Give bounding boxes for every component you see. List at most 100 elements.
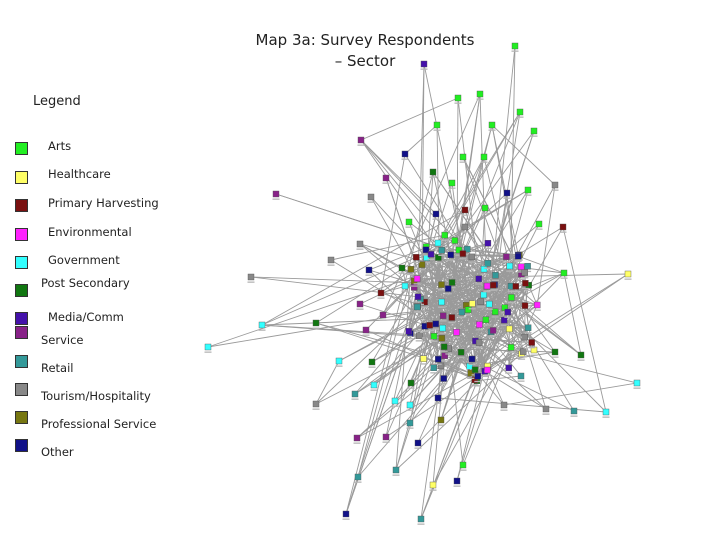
node-label-mark bbox=[379, 319, 387, 321]
network-node bbox=[530, 127, 538, 135]
network-node bbox=[480, 153, 488, 161]
node-label-mark bbox=[421, 306, 429, 308]
node-label-mark bbox=[551, 189, 559, 191]
network-node bbox=[514, 252, 522, 260]
legend-label-post-secondary: Post Secondary bbox=[41, 276, 130, 290]
network-node bbox=[464, 245, 471, 253]
node-label-mark bbox=[357, 144, 365, 146]
network-edge bbox=[562, 226, 607, 413]
network-node bbox=[559, 223, 567, 231]
node-label-mark bbox=[382, 182, 390, 184]
node-label-mark bbox=[353, 442, 361, 444]
network-node bbox=[439, 312, 447, 319]
network-node bbox=[551, 181, 559, 189]
network-node bbox=[461, 223, 469, 231]
legend-swatch-healthcare bbox=[15, 171, 28, 184]
network-edge bbox=[360, 97, 459, 141]
network-node bbox=[434, 239, 442, 247]
legend-label-environmental: Environmental bbox=[48, 225, 132, 239]
node-label-mark bbox=[370, 389, 378, 391]
network-node bbox=[427, 251, 435, 258]
node-label-mark bbox=[430, 372, 438, 374]
network-edge bbox=[410, 333, 532, 343]
node-label-mark bbox=[504, 316, 512, 318]
node-label-mark bbox=[503, 197, 511, 199]
network-node bbox=[407, 266, 415, 273]
network-edge bbox=[476, 375, 522, 382]
network-node bbox=[420, 60, 428, 68]
node-label-mark bbox=[406, 338, 414, 340]
node-label-mark bbox=[413, 283, 421, 285]
network-edge bbox=[424, 254, 452, 327]
network-node bbox=[521, 269, 528, 276]
node-label-mark bbox=[407, 387, 415, 389]
node-label-mark bbox=[524, 332, 532, 334]
network-edge bbox=[437, 358, 478, 382]
network-node bbox=[368, 358, 376, 366]
node-label-mark bbox=[432, 328, 440, 330]
network-node bbox=[342, 510, 350, 518]
legend-label-media-comm: Media/Comm bbox=[48, 310, 124, 324]
network-node bbox=[416, 332, 423, 339]
network-node bbox=[401, 282, 409, 290]
network-node bbox=[354, 473, 362, 481]
network-node bbox=[484, 239, 492, 247]
network-edge bbox=[441, 248, 468, 251]
network-node bbox=[439, 324, 446, 332]
legend-label-healthcare: Healthcare bbox=[48, 167, 111, 181]
node-label-mark bbox=[444, 293, 452, 295]
network-edge bbox=[360, 139, 487, 320]
network-edge bbox=[503, 382, 638, 406]
node-label-mark bbox=[475, 347, 483, 349]
network-node bbox=[488, 121, 496, 129]
node-label-mark bbox=[483, 374, 491, 376]
network-node bbox=[481, 204, 489, 212]
node-label-mark bbox=[429, 176, 437, 178]
network-node bbox=[258, 321, 266, 329]
network-edge bbox=[408, 257, 417, 332]
network-node bbox=[491, 308, 499, 315]
legend-label-arts: Arts bbox=[48, 139, 72, 153]
network-node bbox=[512, 283, 519, 290]
node-label-mark bbox=[451, 245, 459, 247]
node-label-mark bbox=[521, 341, 529, 343]
network-node bbox=[477, 298, 484, 305]
node-label-mark bbox=[507, 351, 515, 354]
network-edge bbox=[488, 111, 521, 305]
network-node bbox=[413, 254, 420, 261]
node-label-mark bbox=[473, 385, 481, 387]
node-label-mark bbox=[258, 329, 266, 331]
node-label-mark bbox=[517, 380, 525, 382]
network-edge bbox=[474, 265, 511, 342]
node-label-mark bbox=[426, 329, 434, 332]
network-edge bbox=[429, 257, 439, 326]
network-node bbox=[453, 477, 461, 485]
network-node bbox=[365, 266, 373, 274]
node-label-mark bbox=[421, 330, 429, 332]
network-edge bbox=[416, 63, 425, 308]
network-edge bbox=[462, 347, 512, 466]
node-label-mark bbox=[414, 447, 422, 449]
node-label-mark bbox=[327, 264, 335, 266]
network-node bbox=[517, 263, 525, 270]
network-node bbox=[624, 270, 632, 278]
network-node bbox=[441, 343, 448, 350]
network-edge bbox=[410, 268, 510, 369]
node-label-mark bbox=[445, 353, 453, 355]
node-label-mark bbox=[505, 372, 513, 374]
node-label-mark bbox=[525, 289, 533, 291]
node-label-mark bbox=[401, 158, 409, 160]
node-label-mark bbox=[482, 324, 490, 326]
network-node bbox=[272, 190, 280, 198]
node-label-mark bbox=[448, 187, 456, 189]
network-node bbox=[480, 265, 488, 273]
network-node bbox=[312, 400, 320, 408]
network-edge bbox=[469, 327, 529, 367]
network-edge bbox=[429, 284, 442, 326]
node-label-mark bbox=[560, 277, 568, 279]
network-node bbox=[506, 262, 513, 270]
network-node bbox=[511, 42, 519, 50]
node-label-mark bbox=[521, 287, 529, 290]
network-node bbox=[438, 281, 445, 288]
node-label-mark bbox=[398, 272, 406, 274]
